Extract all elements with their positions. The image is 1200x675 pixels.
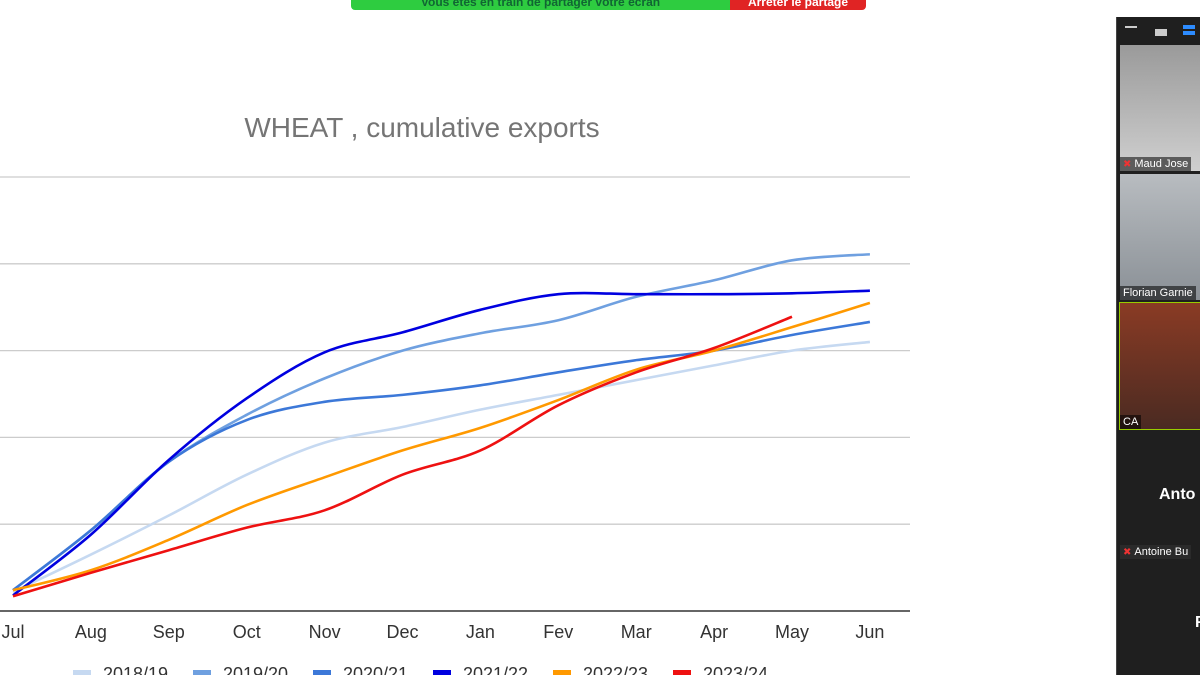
x-tick-label: Jun bbox=[855, 622, 884, 642]
x-tick-label: Dec bbox=[386, 622, 418, 642]
x-tick-label: Jul bbox=[1, 622, 24, 642]
legend-label: 2022/23 bbox=[583, 664, 648, 675]
video-tile[interactable]: ✖ Maud Jose bbox=[1120, 45, 1200, 171]
x-tick-label: Mar bbox=[621, 622, 652, 642]
wheat-exports-chart: WHEAT , cumulative exports Jul Aug Sep Oct N… bbox=[0, 112, 910, 675]
legend-label: 2020/21 bbox=[343, 664, 408, 675]
x-tick-label: Fev bbox=[543, 622, 573, 642]
x-tick-label: Oct bbox=[233, 622, 261, 642]
speaker-label-row: ✖ Antoine Bu bbox=[1120, 537, 1200, 559]
participant-name: Florian Garnie bbox=[1120, 286, 1196, 300]
minimize-icon[interactable] bbox=[1125, 26, 1137, 28]
series-line-2022-23 bbox=[12, 301, 871, 592]
participants-panel: ✖ Maud Jose Florian Garnie CA Anto ✖ Antoi… bbox=[1116, 17, 1200, 675]
participant-name: ✖ Maud Jose bbox=[1120, 157, 1192, 171]
legend-label: 2021/22 bbox=[463, 664, 528, 675]
x-tick-label: Nov bbox=[309, 622, 341, 642]
legend-swatch bbox=[313, 670, 331, 675]
x-tick-label: Aug bbox=[75, 622, 107, 642]
muted-mic-icon: ✖ bbox=[1123, 547, 1132, 558]
x-tick-label: Sep bbox=[153, 622, 185, 642]
legend-swatch bbox=[433, 670, 451, 675]
screen-share-bar: Vous êtes en train de partager votre écr… bbox=[351, 0, 866, 10]
participant-name: CA bbox=[1120, 415, 1142, 429]
legend-swatch bbox=[673, 670, 691, 675]
legend-swatch bbox=[73, 670, 91, 675]
series-line-2021-22 bbox=[12, 289, 870, 597]
x-tick-label: May bbox=[775, 622, 809, 642]
legend-label: 2018/19 bbox=[103, 664, 168, 675]
share-message: Vous êtes en train de partager votre écr… bbox=[351, 0, 730, 10]
series-line-2023-24 bbox=[12, 315, 793, 598]
participant-name-large: F bbox=[1195, 614, 1200, 631]
series-line-2019-20 bbox=[12, 252, 871, 592]
muted-mic-icon: ✖ bbox=[1123, 159, 1132, 170]
legend-label: 2019/20 bbox=[223, 664, 288, 675]
stop-share-button[interactable]: Arrêter le partage bbox=[730, 0, 866, 10]
thumbnail-view-icon[interactable] bbox=[1155, 29, 1167, 36]
video-tile[interactable]: Florian Garnie bbox=[1120, 174, 1200, 300]
speaker-name-large: Anto bbox=[1159, 486, 1196, 503]
video-tile[interactable]: CA bbox=[1119, 302, 1200, 430]
legend-swatch bbox=[553, 670, 571, 675]
gallery-view-icon[interactable] bbox=[1183, 25, 1195, 35]
legend-swatch bbox=[193, 670, 211, 675]
chart-title: WHEAT , cumulative exports bbox=[244, 112, 599, 143]
series-line-2018-19 bbox=[12, 340, 871, 594]
x-tick-label: Jan bbox=[466, 622, 495, 642]
legend-label: 2023/24 bbox=[703, 664, 768, 675]
x-tick-label: Apr bbox=[700, 622, 728, 642]
